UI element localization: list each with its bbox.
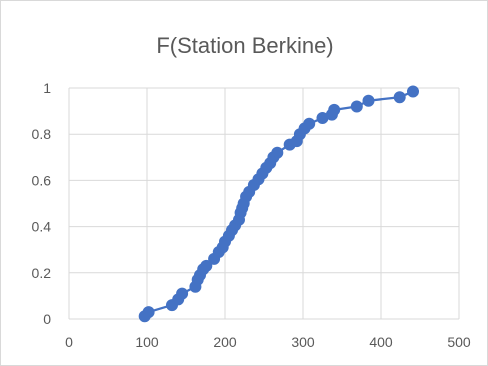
y-tick-label: 0.6 xyxy=(32,172,52,188)
data-point xyxy=(303,117,316,130)
tick-labels: 0 100 200 300 400 500 0 0.2 0.4 0.6 0.8 1 xyxy=(32,80,471,350)
data-point xyxy=(350,100,363,113)
grid-lines xyxy=(68,87,460,320)
x-tick-label: 100 xyxy=(135,334,159,350)
chart-title: F(Station Berkine) xyxy=(156,33,333,58)
data-point xyxy=(142,306,155,319)
data-point xyxy=(407,85,419,98)
data-point xyxy=(176,287,189,300)
series-layer xyxy=(138,85,419,323)
x-tick-label: 300 xyxy=(291,334,315,350)
x-tick-label: 500 xyxy=(447,334,471,350)
y-tick-label: 0.2 xyxy=(32,265,52,281)
x-tick-label: 400 xyxy=(369,334,393,350)
y-tick-label: 0.4 xyxy=(32,219,52,235)
data-point xyxy=(328,103,341,116)
y-tick-label: 0 xyxy=(43,311,51,327)
data-point xyxy=(393,91,406,104)
y-tick-label: 0.8 xyxy=(32,126,52,142)
series-line xyxy=(143,90,414,317)
x-tick-label: 200 xyxy=(213,334,237,350)
data-point xyxy=(362,94,375,107)
data-point xyxy=(200,259,213,272)
data-point xyxy=(271,146,284,159)
x-tick-label: 0 xyxy=(65,334,73,350)
y-tick-label: 1 xyxy=(43,80,51,96)
